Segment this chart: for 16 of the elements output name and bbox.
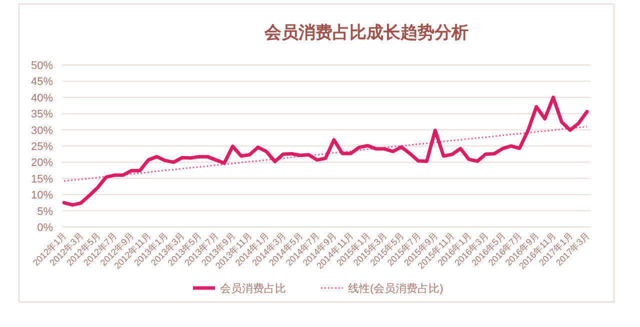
- y-tick-label: 35%: [30, 108, 54, 121]
- y-tick-label: 25%: [30, 141, 54, 153]
- y-tick-label: 50%: [30, 60, 54, 72]
- chart-title: 会员消费占比成长趋势分析: [264, 23, 468, 42]
- legend-label: 线性(会员消费占比): [348, 282, 444, 295]
- line-series: [63, 126, 588, 182]
- y-tick-label: 10%: [30, 190, 54, 202]
- line-series: [62, 96, 589, 207]
- y-tick-label: 40%: [30, 92, 54, 104]
- y-tick-label: 5%: [37, 206, 54, 218]
- y-tick-label: 0%: [37, 222, 54, 234]
- y-tick-label: 30%: [30, 124, 54, 137]
- y-tick-label: 15%: [30, 173, 54, 186]
- legend-label: 会员消费占比: [220, 282, 286, 295]
- y-tick-label: 45%: [30, 76, 54, 88]
- y-tick-label: 20%: [30, 157, 54, 170]
